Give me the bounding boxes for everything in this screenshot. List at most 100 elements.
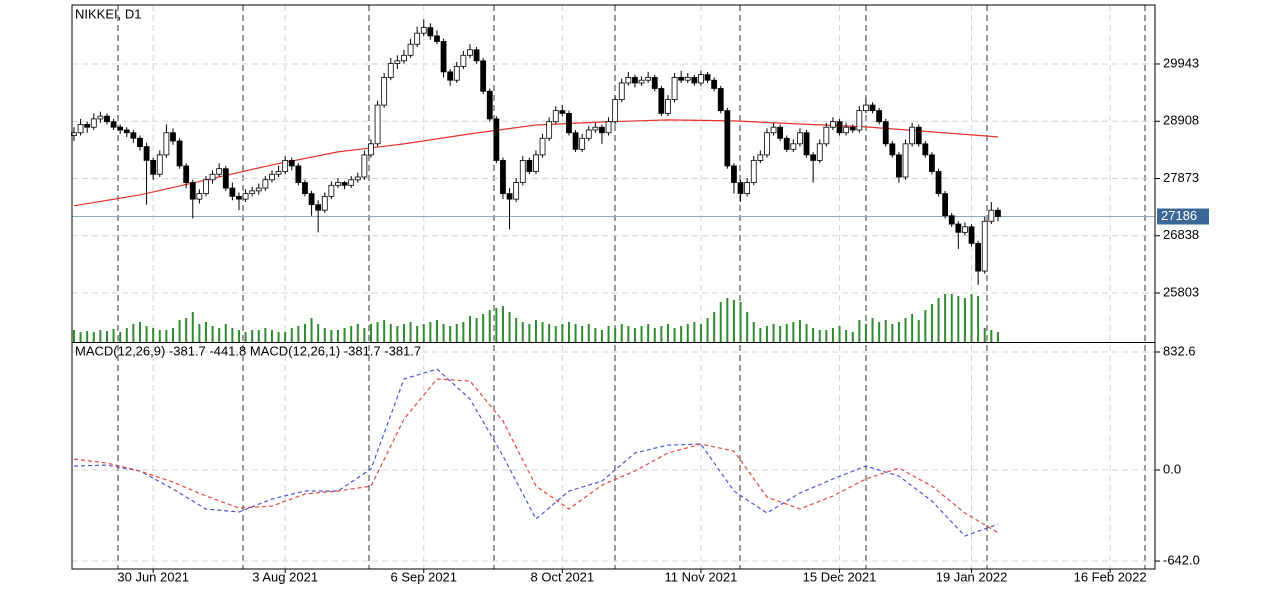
candle-body bbox=[882, 121, 889, 145]
y-tick-label: 26838 bbox=[1163, 227, 1199, 242]
candle-body bbox=[519, 160, 526, 183]
candle-body bbox=[592, 126, 599, 131]
candle-body bbox=[698, 74, 704, 84]
x-tick-label: 16 Feb 2022 bbox=[1074, 569, 1147, 584]
candle-body bbox=[757, 154, 764, 161]
y-tick-label: 25803 bbox=[1163, 284, 1199, 299]
candle-body bbox=[981, 220, 988, 272]
volume-bar bbox=[211, 326, 214, 342]
volume-bar bbox=[594, 328, 597, 342]
volume-bar bbox=[878, 322, 881, 342]
candle-body bbox=[183, 165, 190, 183]
candle-body bbox=[942, 193, 949, 217]
volume-bar bbox=[237, 330, 240, 342]
volume-bar bbox=[950, 294, 953, 342]
candle-body bbox=[427, 27, 434, 37]
candle-body bbox=[559, 110, 566, 114]
candle-body bbox=[770, 126, 777, 134]
candle-body bbox=[209, 173, 216, 181]
volume-bar bbox=[508, 312, 511, 342]
volume-bar bbox=[554, 326, 557, 342]
volume-bar bbox=[805, 324, 808, 342]
volume-bar bbox=[818, 330, 821, 342]
volume-bar bbox=[165, 330, 168, 342]
candle-body bbox=[117, 126, 124, 131]
candle-body bbox=[995, 209, 1001, 217]
macd-line bbox=[73, 378, 999, 534]
volume-bar bbox=[963, 298, 966, 342]
volume-bar bbox=[752, 322, 755, 342]
volume-bar bbox=[640, 326, 643, 342]
candle-body bbox=[572, 132, 579, 150]
volume-bar bbox=[409, 322, 412, 342]
y-tick-label: 27873 bbox=[1163, 170, 1199, 185]
volume-bar bbox=[891, 324, 894, 342]
candle-body bbox=[750, 160, 757, 183]
candle-body bbox=[678, 77, 685, 81]
volume-bar bbox=[218, 328, 221, 342]
candle-body bbox=[955, 223, 962, 233]
volume-bar bbox=[132, 324, 135, 342]
candle-body bbox=[711, 79, 718, 89]
candle-body bbox=[275, 171, 282, 175]
volume-bar bbox=[290, 328, 293, 342]
candle-body bbox=[856, 110, 863, 131]
volume-bar bbox=[587, 324, 590, 342]
candle-body bbox=[308, 193, 315, 206]
candle-body bbox=[539, 137, 546, 156]
volume-bar bbox=[660, 326, 663, 342]
volume-bar bbox=[693, 322, 696, 342]
candle-body bbox=[110, 121, 117, 128]
candle-body bbox=[691, 77, 698, 84]
volume-bar bbox=[297, 326, 300, 342]
candle-body bbox=[335, 182, 341, 186]
x-tick-label: 3 Aug 2021 bbox=[252, 569, 318, 584]
volume-bar bbox=[475, 318, 478, 342]
candle-body bbox=[783, 137, 790, 150]
volume-bar bbox=[92, 332, 95, 342]
candle-body bbox=[546, 121, 553, 139]
volume-bar bbox=[666, 324, 669, 342]
candle-body bbox=[513, 182, 520, 200]
candle-body bbox=[500, 160, 506, 195]
volume-bar bbox=[86, 331, 89, 342]
volume-bar bbox=[798, 320, 801, 342]
candle-body bbox=[704, 74, 711, 81]
volume-bar bbox=[369, 324, 372, 342]
volume-bar bbox=[845, 330, 848, 342]
candle-body bbox=[599, 126, 605, 134]
volume-bar bbox=[772, 324, 775, 342]
volume-bar bbox=[686, 324, 689, 342]
candle-body bbox=[222, 168, 229, 189]
candle-body bbox=[368, 143, 374, 156]
volume-bar bbox=[983, 328, 986, 342]
volume-bar bbox=[699, 324, 702, 342]
marks bbox=[71, 19, 1155, 537]
candle-body bbox=[480, 60, 487, 92]
candle-body bbox=[909, 126, 916, 145]
candle-body bbox=[506, 193, 513, 200]
candle-body bbox=[143, 146, 150, 161]
volume-bar bbox=[534, 320, 537, 342]
volume-bar bbox=[746, 312, 749, 342]
volume-bar bbox=[310, 318, 313, 342]
volume-bar bbox=[501, 306, 504, 342]
candle-body bbox=[922, 143, 929, 156]
volume-bar bbox=[185, 318, 188, 342]
candle-body bbox=[929, 154, 935, 172]
candle-body bbox=[414, 32, 421, 45]
candle-body bbox=[97, 115, 104, 120]
candle-body bbox=[269, 173, 275, 181]
volume-bar bbox=[561, 324, 564, 342]
candle-body bbox=[156, 154, 163, 175]
volume-bar bbox=[627, 326, 630, 342]
candle-body bbox=[440, 41, 447, 73]
candle-body bbox=[658, 88, 665, 114]
candle-body bbox=[282, 160, 289, 172]
volume-bar bbox=[462, 322, 465, 342]
volume-bar bbox=[600, 330, 603, 342]
candle-body bbox=[374, 104, 381, 145]
current-price-label: 27186 bbox=[1161, 208, 1197, 223]
